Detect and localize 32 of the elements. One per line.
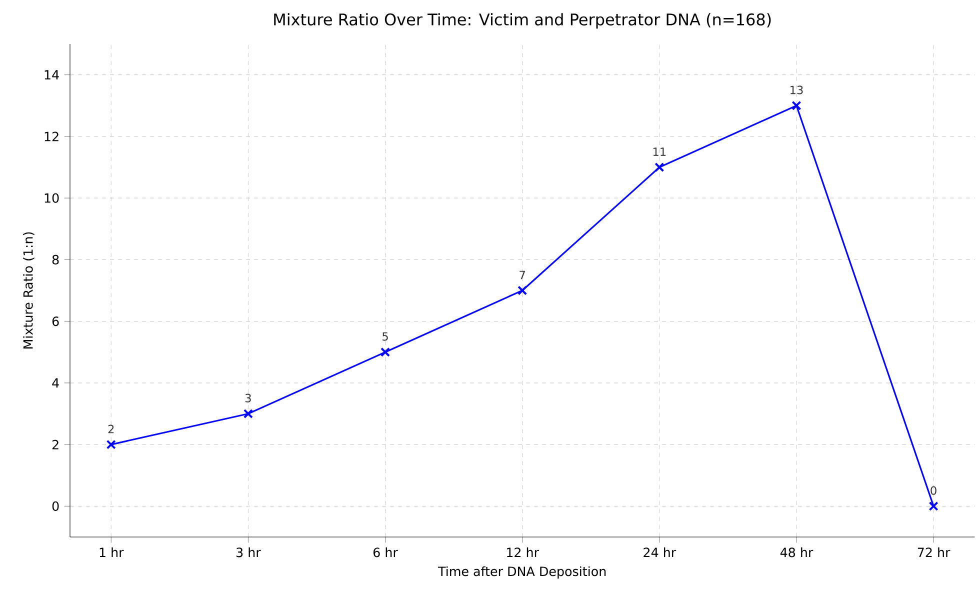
x-tick-label: 1 hr bbox=[100, 547, 124, 558]
y-tick-label: 12 bbox=[44, 132, 58, 142]
point bbox=[106, 440, 116, 450]
y-tick-label: 2 bbox=[52, 440, 58, 450]
x-axis-title: Time after DNA Deposition bbox=[438, 566, 606, 579]
y-axis-title: Mixture Ratio (1:n) bbox=[23, 232, 34, 348]
point bbox=[792, 100, 802, 110]
data-label: 2 bbox=[108, 424, 114, 434]
y-tick-label: 14 bbox=[44, 70, 59, 80]
data-label: 7 bbox=[520, 270, 525, 280]
point bbox=[928, 501, 938, 511]
y-tick-label: 4 bbox=[52, 378, 59, 388]
data-label: 11 bbox=[653, 148, 666, 156]
x-tick-label: 12 hr bbox=[507, 547, 540, 558]
y-tick-label: 0 bbox=[52, 501, 59, 511]
chart-title: Mixture Ratio Over Time: Victim and Perpetrator DNA (n=168) bbox=[274, 13, 771, 29]
x-tick-label: 3 hr bbox=[236, 547, 261, 558]
data-label: 0 bbox=[930, 486, 936, 495]
point bbox=[518, 286, 528, 296]
point bbox=[380, 347, 390, 357]
data-label: 3 bbox=[245, 394, 251, 402]
point bbox=[654, 162, 664, 172]
point bbox=[243, 408, 253, 419]
y-tick-label: 10 bbox=[44, 193, 59, 203]
data-label: 13 bbox=[790, 86, 803, 94]
y-tick-label: 8 bbox=[52, 254, 59, 264]
data-label: 5 bbox=[382, 332, 388, 341]
x-tick-label: 24 hr bbox=[644, 547, 676, 558]
x-tick-label: 72 hr bbox=[918, 547, 950, 558]
x-tick-label: 6 hr bbox=[373, 547, 398, 558]
y-tick-label: 6 bbox=[52, 316, 59, 326]
x-tick-label: 48 hr bbox=[780, 547, 814, 558]
